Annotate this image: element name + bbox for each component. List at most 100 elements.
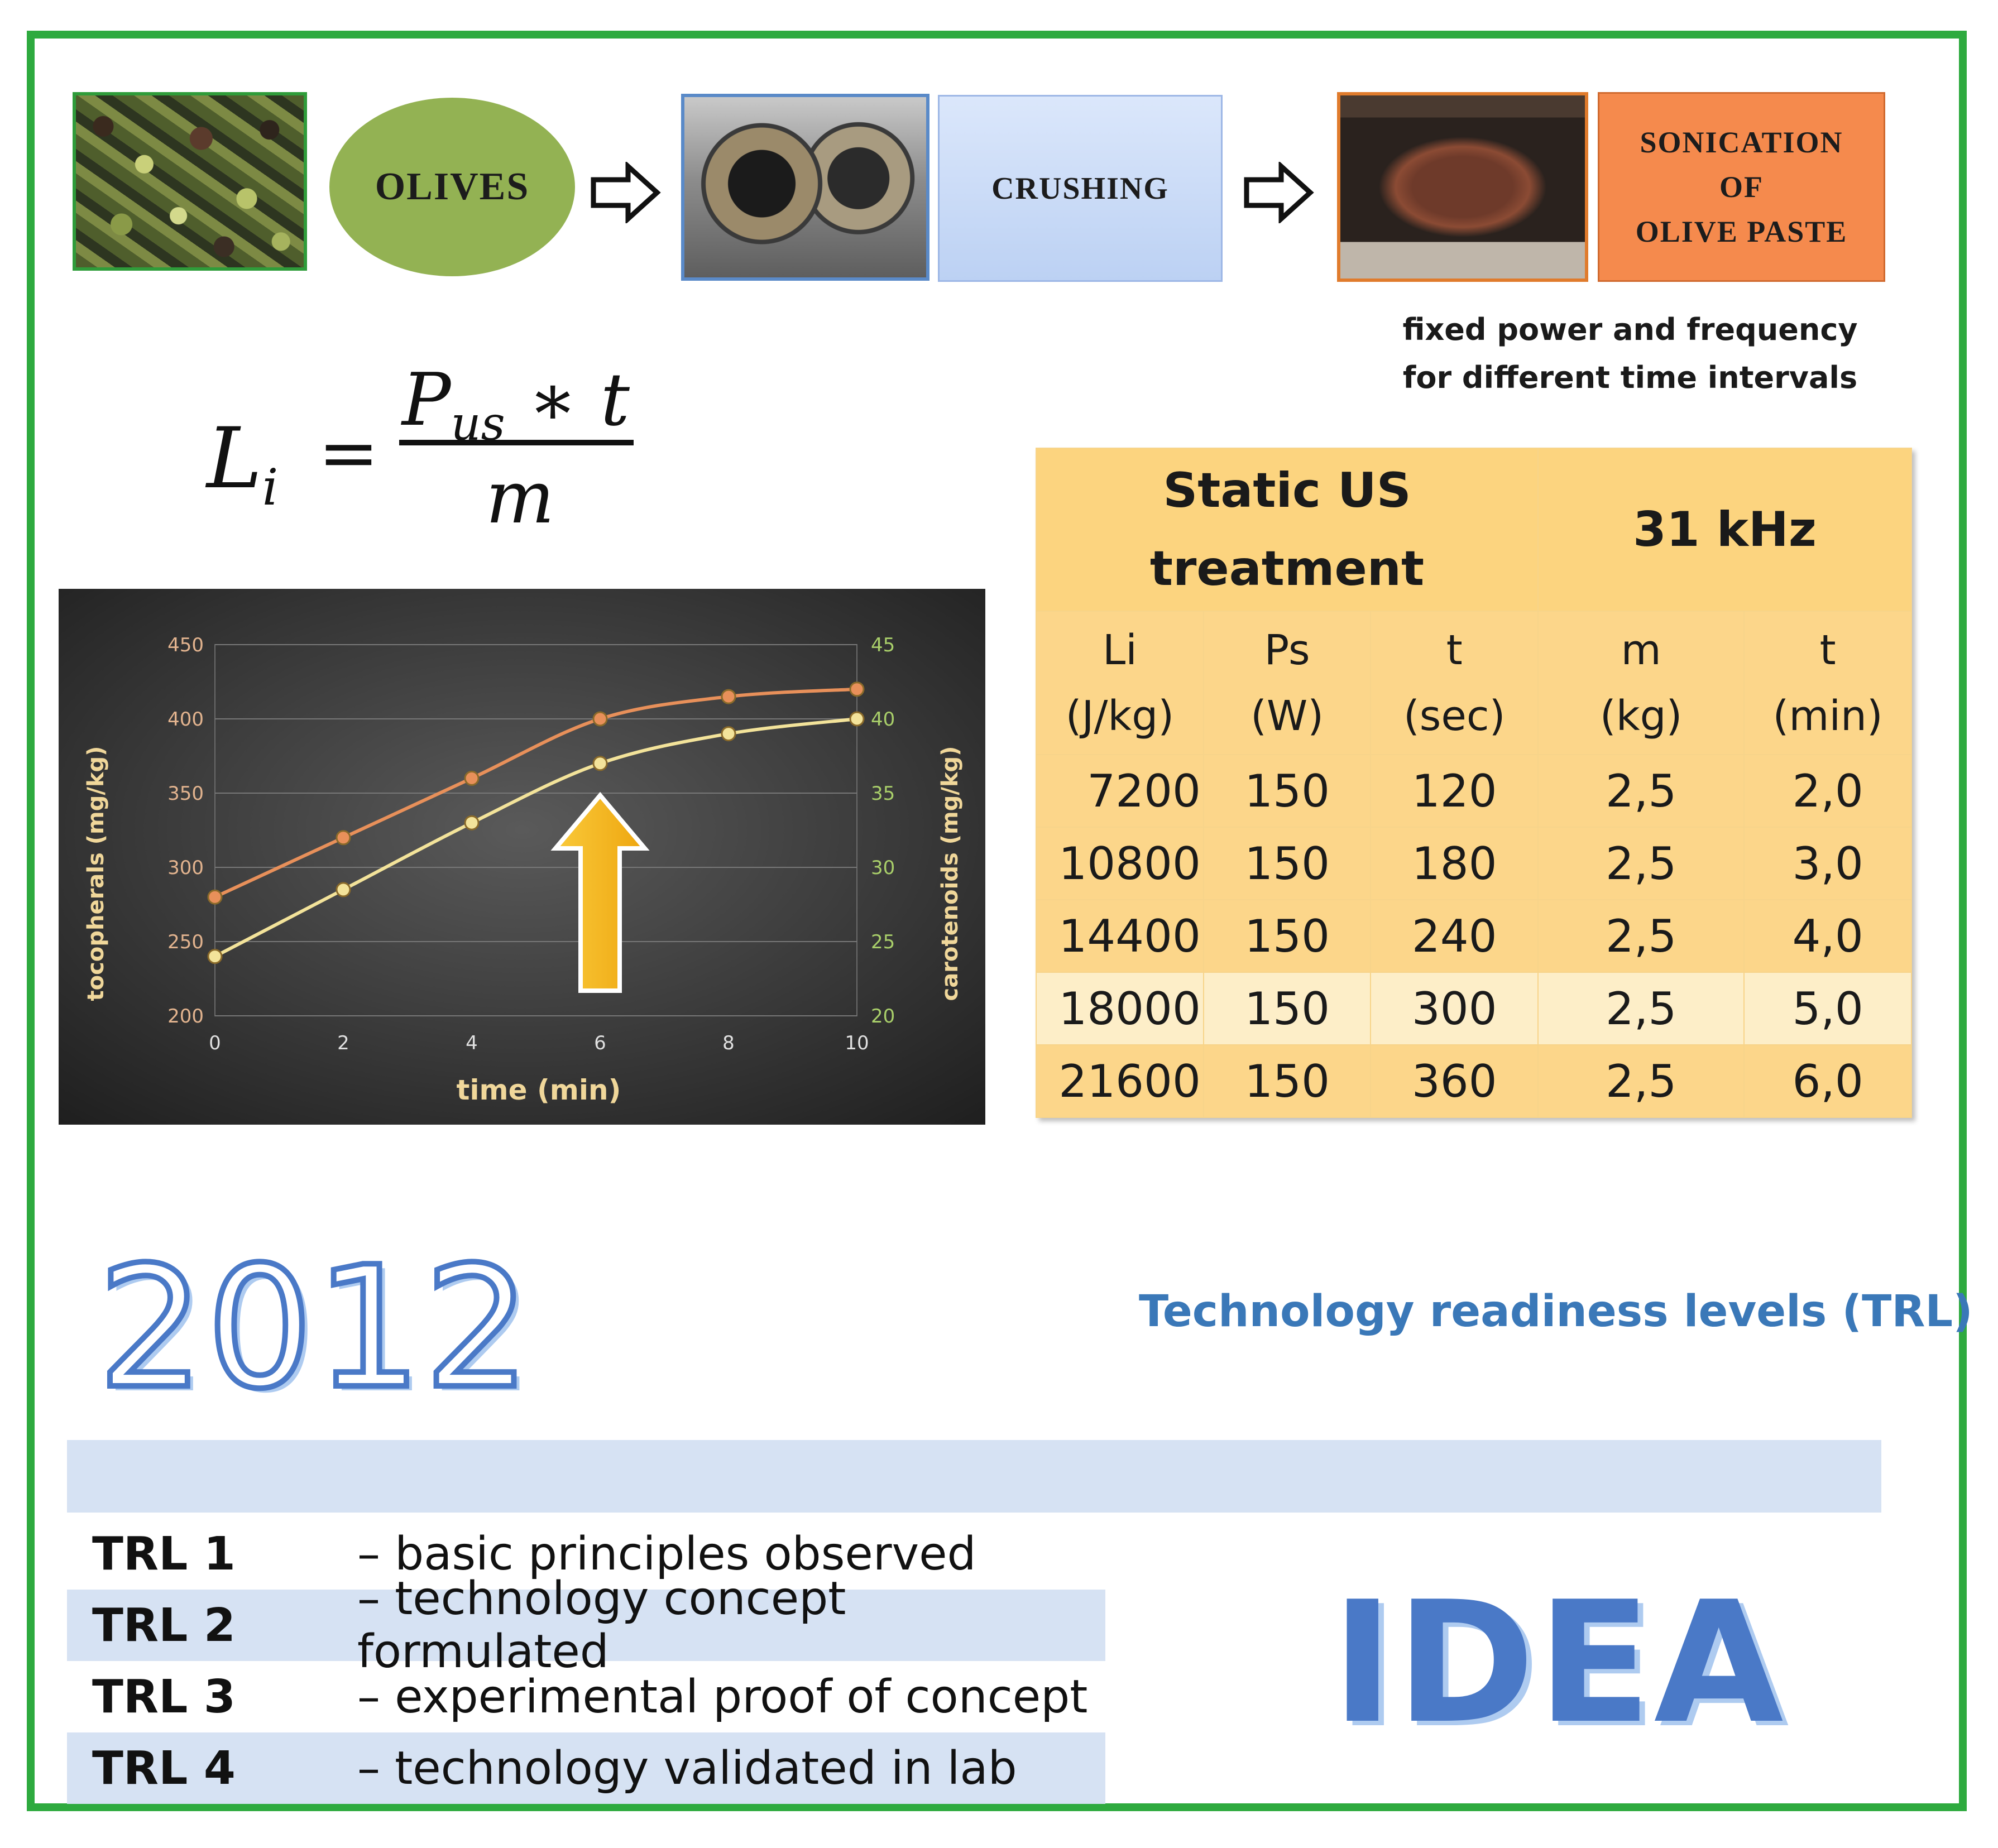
table-cell: 2,5: [1537, 1044, 1745, 1118]
year-label: 2012: [95, 1231, 533, 1425]
table-row: 21600 150 360 2,5 6,0: [1036, 1044, 1912, 1118]
formula-numerator: Pus ∗ t: [402, 357, 630, 451]
flow-arrow-icon: [591, 162, 661, 223]
formula-equals: =: [318, 410, 379, 495]
trl-heading: Technology readiness levels (TRL): [1139, 1287, 1973, 1337]
formula-lhs: Li: [207, 410, 279, 517]
x-tick-label: 4: [466, 1032, 478, 1054]
data-point: [849, 681, 865, 697]
chart-x-axis-label: time (min): [457, 1074, 621, 1106]
x-tick-label: 6: [594, 1032, 606, 1054]
sonication-note: fixed power and frequency for different …: [1373, 306, 1887, 402]
sonication-label-line: OF: [1719, 170, 1764, 204]
crushing-step: CRUSHING: [938, 95, 1223, 282]
table-row: 10800 150 180 2,5 3,0: [1036, 827, 1912, 900]
trl-code: TRL 4: [92, 1741, 236, 1795]
crushing-label: CRUSHING: [991, 171, 1169, 206]
y2-tick-label: 40: [871, 708, 895, 731]
trl-description: – technology validated in lab: [357, 1741, 1017, 1795]
chart-y2-axis-label: carotenoids (mg/kg): [937, 746, 963, 1001]
table-frequency: 31 kHz: [1537, 448, 1912, 612]
data-point: [464, 815, 480, 831]
x-tick-label: 0: [209, 1032, 221, 1054]
data-point: [336, 830, 351, 846]
trl-code: TRL 3: [92, 1670, 236, 1724]
y2-tick-label: 20: [871, 1005, 895, 1028]
table-cell: 360: [1370, 1044, 1539, 1118]
table-cell: 5,0: [1743, 972, 1912, 1045]
trl-code: TRL 1: [92, 1527, 236, 1581]
y2-tick-label: 30: [871, 857, 895, 879]
data-point: [207, 889, 223, 905]
data-point: [721, 689, 736, 704]
table-cell: 150: [1202, 1044, 1372, 1118]
formula-denominator: m: [486, 455, 555, 540]
y2-tick-label: 45: [871, 634, 895, 656]
table-cell: 240: [1370, 899, 1539, 973]
trl-code: TRL 2: [92, 1599, 236, 1652]
energy-density-formula: Li = Pus ∗ t m: [207, 357, 653, 541]
idea-label: IDEA: [1331, 1566, 1786, 1760]
trl-header-band: [67, 1440, 1881, 1513]
table-cell: 4,0: [1743, 899, 1912, 973]
table-cell: 21600: [1036, 1044, 1204, 1118]
table-cell: 150: [1202, 899, 1372, 973]
data-point: [336, 882, 351, 897]
olive-paste-photo: [1337, 92, 1588, 282]
table-cell: 150: [1202, 972, 1372, 1045]
table-cell: 14400: [1036, 899, 1204, 973]
x-tick-label: 8: [722, 1032, 735, 1054]
olives-label: OLIVES: [375, 165, 530, 208]
note-line: fixed power and frequency: [1402, 312, 1858, 347]
note-line: for different time intervals: [1402, 360, 1858, 395]
table-cell: 2,5: [1537, 972, 1745, 1045]
table-row: 14400 150 240 2,5 4,0: [1036, 899, 1912, 973]
column-header: t (min): [1743, 611, 1912, 755]
trl-description: – experimental proof of concept: [357, 1670, 1088, 1724]
table-cell: 2,5: [1537, 754, 1745, 828]
chart-background: [59, 589, 985, 1125]
highlight-arrow-icon: [550, 791, 650, 993]
data-point: [592, 711, 608, 727]
y-tick-label: 450: [167, 634, 204, 656]
sonication-label-line: OLIVE PASTE: [1635, 215, 1848, 248]
trl-item: TRL 2 – technology concept formulated: [67, 1572, 1105, 1678]
y-tick-label: 350: [167, 783, 204, 805]
column-header: m (kg): [1537, 611, 1745, 755]
table-cell: 3,0: [1743, 827, 1912, 900]
x-tick-label: 2: [337, 1032, 349, 1054]
data-point: [592, 756, 608, 771]
sonication-step: SONICATION OF OLIVE PASTE: [1598, 92, 1885, 282]
data-point: [721, 726, 736, 742]
y2-tick-label: 25: [871, 931, 895, 953]
table-cell: 6,0: [1743, 1044, 1912, 1118]
table-cell: 2,5: [1537, 899, 1745, 973]
trl-item: TRL 4 – technology validated in lab: [67, 1732, 1105, 1804]
olives-step: OLIVES: [329, 98, 575, 276]
olives-photo: [73, 92, 307, 271]
table-cell: 10800: [1036, 827, 1204, 900]
column-header: Li (J/kg): [1036, 611, 1204, 755]
data-point: [207, 949, 223, 964]
y-tick-label: 400: [167, 708, 204, 731]
table-cell: 2,5: [1537, 827, 1745, 900]
trl-list: TRL 1 – basic principles observed TRL 2 …: [67, 1518, 1105, 1804]
table-cell: 180: [1370, 827, 1539, 900]
outer-frame: [27, 31, 1967, 1811]
table-title: Static US treatment: [1035, 448, 1539, 612]
table-cell: 150: [1202, 754, 1372, 828]
flow-arrow-icon: [1244, 162, 1314, 223]
table-cell: 7200: [1036, 754, 1204, 828]
crusher-photo: [681, 94, 929, 281]
table-cell: 120: [1370, 754, 1539, 828]
formula-fraction-bar: [399, 440, 634, 445]
table-cell: 150: [1202, 827, 1372, 900]
y-tick-label: 250: [167, 931, 204, 953]
trl-description: – basic principles observed: [357, 1527, 976, 1581]
table-cell: 18000: [1036, 972, 1204, 1045]
y-tick-label: 200: [167, 1005, 204, 1028]
series-line-2: [214, 717, 857, 958]
data-point: [849, 711, 865, 727]
column-header: t (sec): [1370, 611, 1539, 755]
